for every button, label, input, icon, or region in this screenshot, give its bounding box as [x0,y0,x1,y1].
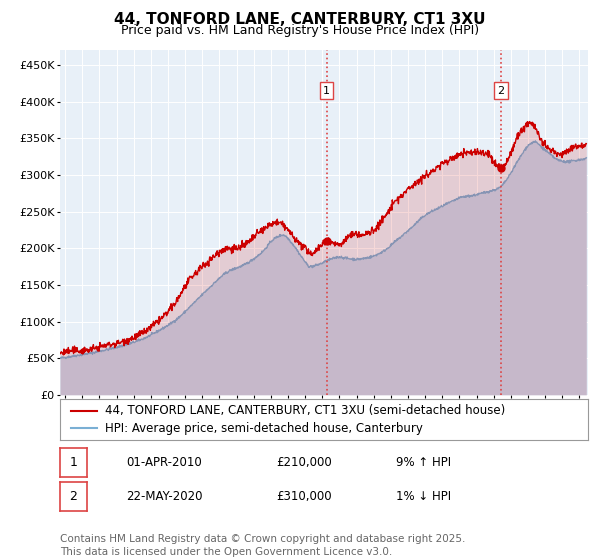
Text: £210,000: £210,000 [276,456,332,469]
Text: 44, TONFORD LANE, CANTERBURY, CT1 3XU: 44, TONFORD LANE, CANTERBURY, CT1 3XU [114,12,486,27]
Text: 2: 2 [497,86,505,96]
Text: 01-APR-2010: 01-APR-2010 [126,456,202,469]
Text: Contains HM Land Registry data © Crown copyright and database right 2025.
This d: Contains HM Land Registry data © Crown c… [60,534,466,557]
Text: 22-MAY-2020: 22-MAY-2020 [126,489,203,503]
Text: 1: 1 [323,86,330,96]
Text: 2: 2 [70,489,77,503]
Text: 1% ↓ HPI: 1% ↓ HPI [396,489,451,503]
Text: 1: 1 [70,456,77,469]
Text: 9% ↑ HPI: 9% ↑ HPI [396,456,451,469]
Text: Price paid vs. HM Land Registry's House Price Index (HPI): Price paid vs. HM Land Registry's House … [121,24,479,36]
Text: 44, TONFORD LANE, CANTERBURY, CT1 3XU (semi-detached house): 44, TONFORD LANE, CANTERBURY, CT1 3XU (s… [105,404,505,417]
Text: HPI: Average price, semi-detached house, Canterbury: HPI: Average price, semi-detached house,… [105,422,423,435]
Text: £310,000: £310,000 [276,489,332,503]
